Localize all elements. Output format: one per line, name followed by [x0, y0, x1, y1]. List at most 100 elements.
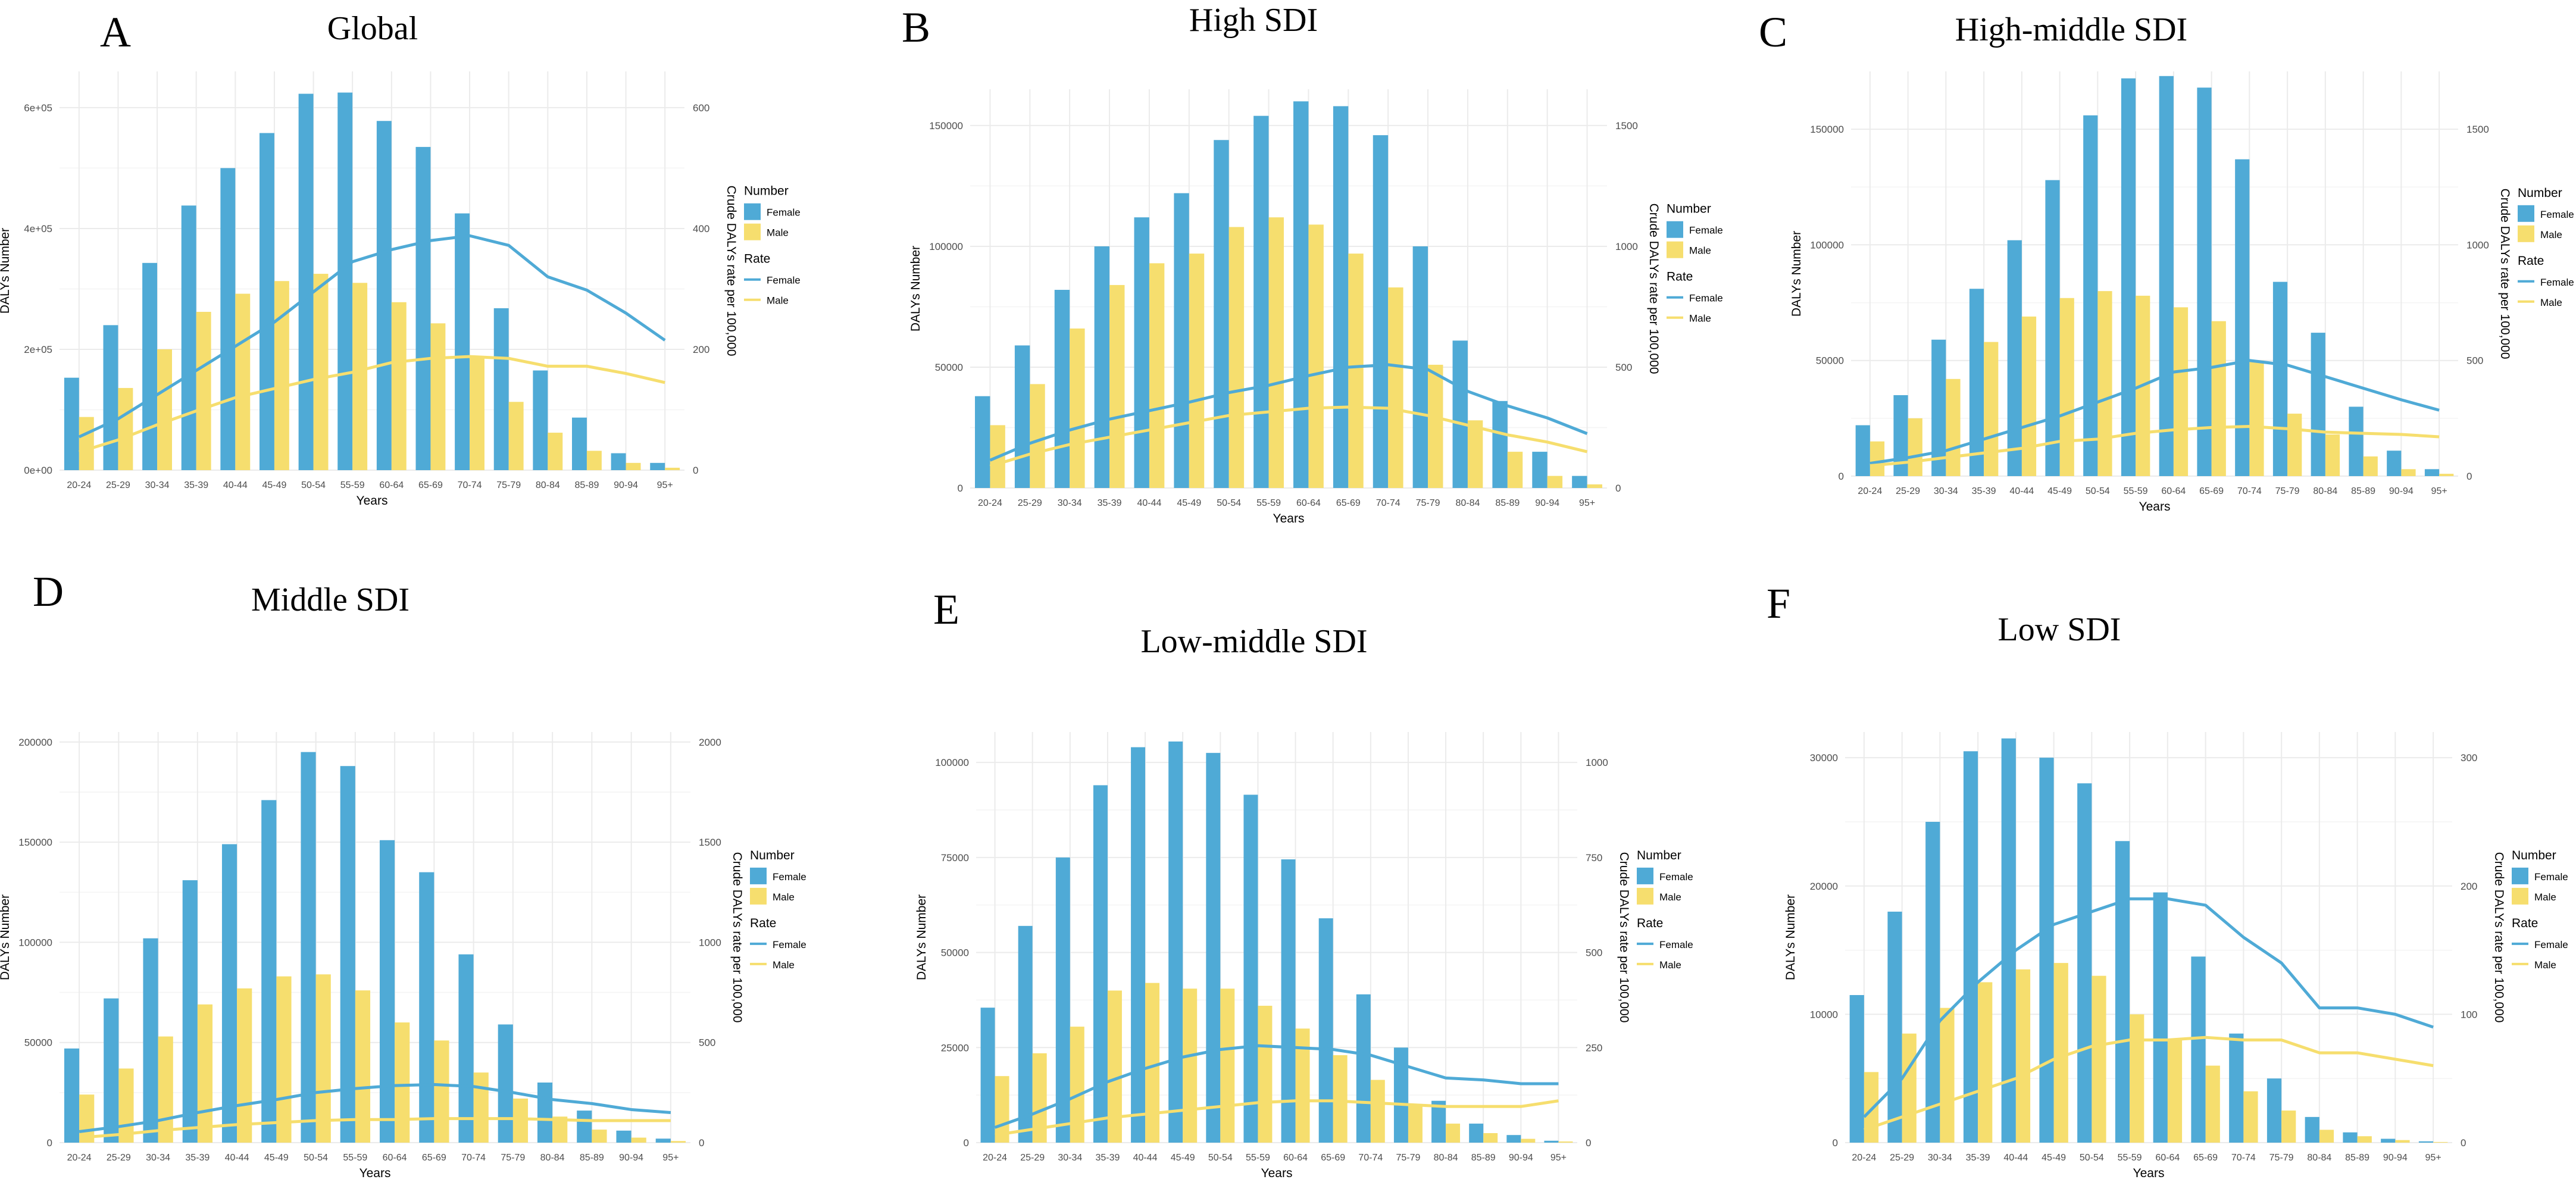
bar-female-50-54 — [298, 93, 314, 470]
x-tick-label: 50-54 — [1217, 498, 1241, 508]
bar-male-25-29 — [1908, 418, 1922, 476]
bar-female-45-49 — [2039, 758, 2054, 1143]
y2-tick-label: 300 — [2461, 752, 2477, 764]
legend-item-label: Male — [767, 295, 789, 306]
rate-line-male — [989, 405, 1588, 468]
legend-item-label: Female — [2534, 871, 2568, 883]
bar-male-60-64 — [2167, 1040, 2183, 1143]
x-tick-label: 40-44 — [223, 480, 248, 490]
bar-female-50-54 — [2083, 115, 2098, 477]
y2-tick-label: 0 — [2461, 1137, 2466, 1149]
bar-male-45-49 — [2053, 963, 2068, 1143]
bar-male-70-74 — [470, 356, 484, 470]
bar-female-30-34 — [1054, 290, 1070, 488]
x-tick-label: 30-34 — [1058, 1153, 1082, 1163]
legend-swatch-male — [2512, 887, 2528, 905]
bar-female-40-44 — [2001, 738, 2016, 1143]
bar-female-90-94 — [2381, 1138, 2396, 1143]
x-tick-label: 35-39 — [184, 480, 208, 490]
bar-female-55-59 — [2121, 78, 2136, 476]
y2-axis-label: Crude DALYs rate per 100,000 — [1647, 204, 1661, 374]
bar-female-80-84 — [533, 370, 548, 470]
bar-male-85-89 — [2357, 1136, 2372, 1143]
bar-male-80-84 — [2325, 434, 2340, 476]
x-tick-label: 75-79 — [2269, 1153, 2294, 1163]
bar-female-20-24 — [64, 377, 79, 470]
x-tick-label: 50-54 — [1208, 1153, 1233, 1163]
bar-female-40-44 — [1134, 217, 1149, 488]
y2-tick-label: 750 — [1586, 852, 1602, 864]
legend-swatch-male — [744, 223, 761, 240]
x-tick-label: 90-94 — [619, 1153, 643, 1163]
bar-male-85-89 — [1507, 452, 1523, 488]
x-tick-label: 60-64 — [2161, 486, 2186, 496]
bar-male-75-79 — [512, 1098, 529, 1143]
bar-female-20-24 — [980, 1008, 995, 1143]
panel-title: Global — [327, 10, 418, 47]
y-tick-label: 100000 — [18, 937, 52, 948]
panel-letter-c: C — [1759, 8, 1788, 56]
legend-title-rate: Rate — [1637, 916, 1663, 930]
bar-female-30-34 — [142, 262, 158, 470]
x-tick-label: 60-64 — [383, 1153, 407, 1163]
bar-male-80-84 — [1467, 420, 1483, 488]
x-tick-label: 20-24 — [67, 1153, 92, 1163]
bar-female-25-29 — [1018, 925, 1033, 1143]
x-tick-label: 20-24 — [978, 498, 1002, 508]
bar-male-35-39 — [1107, 990, 1122, 1143]
y2-tick-label: 400 — [693, 223, 709, 234]
x-axis-label: Years — [359, 1166, 391, 1180]
x-tick-label: 80-84 — [1434, 1153, 1458, 1163]
y-tick-label: 50000 — [24, 1037, 52, 1049]
bar-male-75-79 — [1428, 364, 1443, 488]
y-tick-label: 25000 — [941, 1042, 969, 1053]
x-tick-label: 55-59 — [2118, 1153, 2142, 1163]
bar-male-80-84 — [548, 433, 563, 470]
x-tick-label: 30-34 — [145, 480, 170, 490]
bar-female-45-49 — [260, 133, 274, 470]
rate-line-male — [79, 1117, 671, 1140]
legend-swatch-female — [1667, 221, 1683, 238]
y-tick-label: 0 — [47, 1137, 52, 1149]
y-tick-label: 75000 — [941, 852, 969, 864]
bar-male-55-59 — [352, 283, 368, 470]
x-tick-label: 95+ — [662, 1153, 679, 1163]
x-tick-label: 65-69 — [2199, 486, 2224, 496]
x-tick-label: 75-79 — [2275, 486, 2300, 496]
bar-male-50-54 — [315, 974, 331, 1143]
bar-female-85-89 — [577, 1110, 592, 1143]
bar-female-55-59 — [2115, 841, 2130, 1143]
bar-male-95+ — [1587, 484, 1602, 488]
bar-male-90-94 — [2401, 469, 2416, 476]
bar-male-35-39 — [196, 312, 211, 470]
bar-female-65-69 — [2191, 956, 2206, 1143]
bar-female-55-59 — [337, 92, 353, 471]
x-tick-label: 85-89 — [2351, 486, 2375, 496]
legend-item-label: Male — [773, 959, 795, 971]
bar-male-75-79 — [508, 402, 524, 470]
x-tick-label: 45-49 — [2042, 1153, 2066, 1163]
bar-female-80-84 — [1431, 1100, 1446, 1143]
panel-title: High SDI — [1189, 2, 1318, 39]
y2-tick-label: 0 — [2466, 471, 2472, 482]
x-tick-label: 85-89 — [574, 480, 599, 490]
legend: Number Female Male Rate Female Male — [1667, 202, 1723, 324]
bar-male-40-44 — [1145, 983, 1160, 1143]
legend-swatch-male — [1667, 241, 1683, 258]
y2-axis-label: Crude DALYs rate per 100,000 — [1617, 852, 1631, 1023]
bar-female-20-24 — [1855, 425, 1870, 476]
bar-male-40-44 — [235, 293, 251, 470]
bar-female-35-39 — [1094, 246, 1110, 488]
bar-female-95+ — [655, 1138, 671, 1143]
x-tick-label: 80-84 — [2307, 1153, 2331, 1163]
bar-male-40-44 — [1149, 263, 1165, 488]
bar-female-90-94 — [616, 1130, 632, 1143]
legend-item-label: Male — [1689, 313, 1711, 324]
bar-male-60-64 — [395, 1022, 410, 1143]
x-tick-label: 30-34 — [146, 1153, 170, 1163]
x-tick-label: 30-34 — [1058, 498, 1082, 508]
bar-male-45-49 — [1183, 988, 1198, 1143]
y2-tick-label: 1000 — [1615, 241, 1638, 252]
